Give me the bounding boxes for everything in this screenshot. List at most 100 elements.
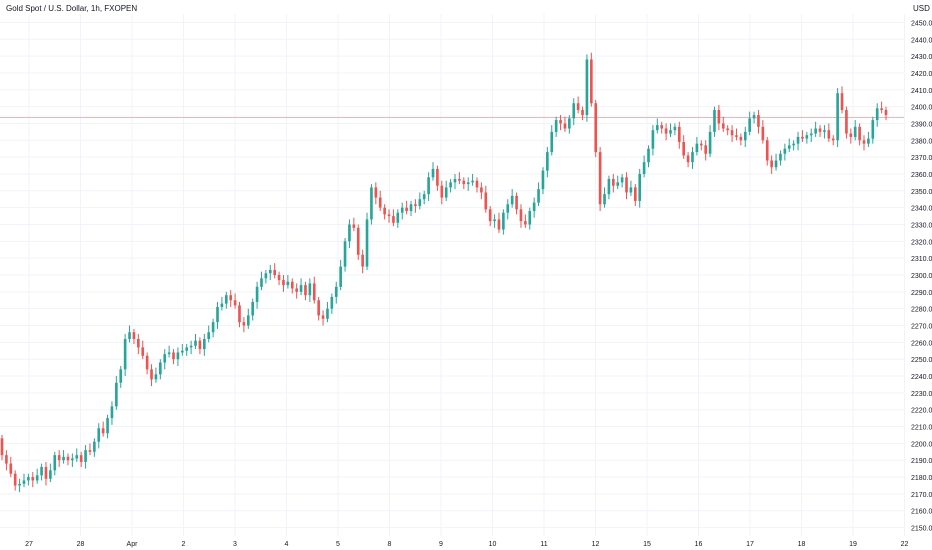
candle-body (154, 374, 158, 380)
candle-body (779, 153, 782, 161)
candle-body (853, 126, 857, 137)
candle-body (167, 352, 171, 355)
candle-body (110, 406, 114, 419)
time-axis[interactable]: 27 28 Apr 2 3 4 5 8 9 10 11 12 15 16 17 18 19 22 (25, 541, 908, 548)
candle-body (251, 301, 255, 316)
candle-body (453, 179, 457, 183)
candle-body (84, 450, 87, 462)
candle-body (137, 338, 140, 348)
candle-body (849, 133, 853, 137)
candle-body (172, 352, 175, 360)
candle-body (598, 152, 602, 205)
candle-body (867, 138, 870, 144)
candles (0, 52, 888, 493)
candle-body (625, 177, 628, 193)
candle-body (392, 216, 395, 223)
candle-body (884, 109, 888, 116)
candle-body (326, 308, 329, 319)
x-tick-label: 10 (489, 541, 497, 548)
y-tick-label: 2180.00 (911, 475, 932, 482)
x-tick-label: 2 (182, 541, 186, 548)
candle-body (414, 204, 417, 206)
candle-body (783, 148, 787, 154)
candle-body (708, 131, 712, 154)
candle-body (5, 455, 8, 464)
candle-body (88, 450, 92, 452)
y-tick-label: 2330.00 (911, 222, 932, 229)
candle-body (361, 254, 364, 267)
y-tick-label: 2390.00 (911, 121, 932, 128)
candle-body (229, 295, 233, 301)
candle-body (836, 93, 839, 141)
candle-body (585, 59, 589, 116)
candle-body (805, 135, 809, 139)
candle-body (612, 179, 615, 186)
candle-body (198, 340, 202, 350)
candle-body (194, 340, 197, 346)
x-tick-label: 17 (746, 541, 754, 548)
y-tick-label: 2440.00 (911, 37, 932, 44)
candle-body (378, 197, 382, 208)
candle-body (150, 369, 153, 380)
candle-body (220, 303, 224, 307)
y-tick-label: 2400.00 (911, 105, 932, 112)
candle-body (466, 182, 470, 185)
candle-body (9, 463, 13, 474)
candle-body (334, 286, 338, 297)
candle-body (418, 199, 422, 206)
candle-body (119, 369, 123, 383)
x-tick-label: 27 (25, 541, 33, 548)
candle-body (475, 180, 479, 188)
candle-body (216, 306, 219, 323)
candle-body (444, 187, 448, 198)
candle-body (238, 305, 241, 323)
y-tick-label: 2420.00 (911, 71, 932, 78)
candle-body (93, 441, 96, 452)
candle-body (471, 180, 474, 183)
candle-body (603, 194, 606, 205)
candle-body (458, 179, 461, 181)
candle-body (115, 382, 118, 407)
x-tick-label: 4 (285, 541, 289, 548)
candle-body (576, 103, 580, 110)
candle-body (0, 438, 4, 456)
candle-body (383, 207, 386, 215)
grid-lines (0, 14, 905, 536)
candle-body (427, 177, 430, 195)
candle-body (660, 125, 664, 129)
candle-body (695, 143, 699, 153)
candle-body (568, 118, 571, 129)
candle-body (629, 187, 633, 193)
candle-body (550, 131, 554, 153)
y-tick-label: 2280.00 (911, 307, 932, 314)
candle-body (352, 224, 356, 228)
candle-body (515, 195, 518, 210)
candle-body (699, 143, 703, 146)
x-tick-label: 18 (798, 541, 806, 548)
x-tick-label: 12 (592, 541, 600, 548)
candle-body (739, 136, 743, 141)
candle-body (370, 187, 373, 220)
y-tick-label: 2370.00 (911, 155, 932, 162)
candle-body (290, 281, 294, 289)
candle-body (436, 168, 439, 186)
x-tick-label: 15 (643, 541, 651, 548)
candle-body (559, 120, 562, 124)
x-tick-label: 22 (901, 541, 909, 548)
price-axis[interactable]: 2450.00 2440.00 2430.00 2420.00 2410.00 2400.… (911, 20, 932, 532)
candle-body (818, 128, 822, 132)
candle-body (268, 269, 272, 274)
candle-body (669, 130, 672, 134)
candle-body (189, 345, 193, 348)
y-tick-label: 2350.00 (911, 189, 932, 196)
candle-body (339, 266, 342, 287)
price-unit[interactable]: USD (913, 4, 930, 13)
candle-body (502, 212, 505, 230)
x-tick-label: Apr (127, 541, 139, 548)
candle-body (79, 455, 83, 462)
candle-body (537, 189, 540, 203)
candle-body (590, 59, 593, 104)
x-tick-label: 3 (233, 541, 237, 548)
candle-body (594, 103, 598, 153)
